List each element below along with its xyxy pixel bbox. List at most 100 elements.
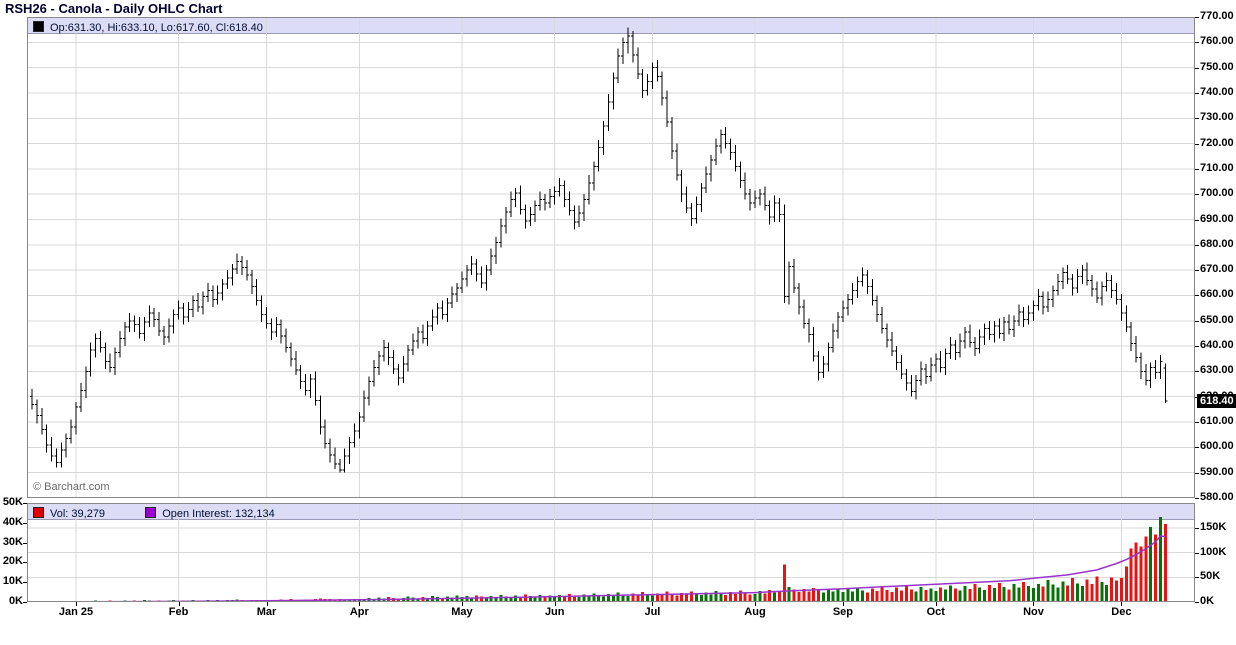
volume-bar — [1158, 516, 1162, 602]
price-axis-tick — [1195, 143, 1199, 145]
volume-bar — [924, 589, 928, 602]
volume-bar — [509, 597, 513, 602]
open-interest-axis-label: 100K — [1200, 545, 1227, 558]
volume-axis-label: 40K — [2, 515, 23, 528]
volume-bar — [1066, 585, 1070, 602]
volume-bar — [992, 588, 996, 602]
volume-bar — [1085, 579, 1089, 602]
volume-bar — [611, 595, 615, 602]
open-interest-axis-label: 0K — [1200, 595, 1215, 607]
volume-bar — [1012, 583, 1016, 602]
month-axis-tick — [266, 602, 268, 606]
volume-bar — [1051, 584, 1055, 602]
price-axis-label: 700.00 — [1200, 187, 1234, 200]
volume-bar — [577, 596, 581, 602]
open-interest-axis-tick — [1195, 552, 1199, 554]
volume-bar — [606, 593, 610, 602]
volume-bar — [1129, 548, 1133, 602]
month-axis-tick — [359, 602, 361, 606]
open-interest-line — [31, 535, 1166, 602]
volume-bar — [548, 595, 552, 602]
open-interest-legend-text: Open Interest: 132,134 — [162, 508, 275, 520]
volume-bar — [352, 599, 356, 602]
volume-bar — [826, 589, 830, 602]
volume-bar — [641, 592, 645, 602]
month-axis-tick — [461, 602, 463, 606]
volume-bar — [445, 596, 449, 602]
volume-bar — [973, 584, 977, 602]
volume-bar — [997, 582, 1001, 602]
volume-bar — [416, 598, 420, 602]
volume-bar — [1061, 581, 1065, 602]
volume-bar — [660, 594, 664, 602]
volume-bar — [802, 588, 806, 602]
month-axis-label: Oct — [926, 606, 945, 618]
month-axis-label: Jun — [544, 606, 565, 618]
volume-bar — [646, 594, 650, 602]
price-axis-tick — [1195, 371, 1199, 373]
volume-bar — [694, 593, 698, 602]
volume-bar — [1036, 584, 1040, 602]
volume-axis-label: 30K — [2, 535, 23, 548]
volume-bar — [392, 598, 396, 602]
price-axis-label: 740.00 — [1200, 85, 1234, 98]
open-interest-legend-swatch — [145, 507, 157, 518]
volume-bar — [787, 587, 791, 602]
ohlc-legend-text: Op:631.30, Hi:633.10, Lo:617.60, Cl:618.… — [50, 22, 263, 34]
volume-bar — [856, 587, 860, 602]
volume-bar — [553, 596, 557, 602]
volume-axis-tick — [23, 542, 27, 544]
volume-bar — [1022, 582, 1026, 602]
volume-bar — [1007, 589, 1011, 602]
volume-bar — [782, 564, 786, 602]
volume-bar — [1149, 526, 1153, 602]
volume-bar — [587, 596, 591, 602]
price-axis-label: 640.00 — [1200, 339, 1234, 352]
volume-bar — [479, 596, 483, 602]
volume-bar — [1075, 583, 1079, 602]
ohlc-legend: Op:631.30, Hi:633.10, Lo:617.60, Cl:618.… — [33, 20, 263, 34]
price-axis-tick — [1195, 219, 1199, 221]
volume-bar — [953, 588, 957, 602]
volume-bar — [812, 588, 816, 602]
price-axis-tick — [1195, 67, 1199, 69]
volume-bar — [1119, 578, 1123, 602]
volume-bar — [885, 590, 889, 602]
open-interest-axis-label: 150K — [1200, 521, 1227, 533]
volume-bar — [860, 590, 864, 602]
volume-legend-strip — [28, 504, 1194, 519]
volume-bar — [987, 584, 991, 602]
last-price-tag: 618.40 — [1197, 393, 1236, 408]
volume-bar — [948, 585, 952, 602]
open-interest-axis-tick — [1195, 602, 1199, 603]
price-axis-tick — [1195, 320, 1199, 322]
volume-bar — [714, 590, 718, 602]
price-axis-tick — [1195, 472, 1199, 474]
month-axis-label: May — [451, 606, 473, 618]
volume-bar — [865, 592, 869, 602]
volume-bar — [1056, 587, 1060, 602]
price-axis-tick — [1195, 168, 1199, 170]
volume-bar — [909, 589, 913, 602]
price-axis-label: 730.00 — [1200, 111, 1234, 124]
volume-bar — [1105, 584, 1109, 602]
month-axis-label: Mar — [256, 606, 277, 618]
price-axis-label: 610.00 — [1200, 415, 1234, 428]
volume-bar — [533, 597, 537, 602]
volume-bar — [465, 596, 469, 602]
volume-bar — [738, 590, 742, 602]
volume-axis-label: 50K — [2, 496, 23, 508]
month-axis-tick — [1033, 602, 1035, 606]
price-axis-label: 580.00 — [1200, 491, 1234, 503]
volume-bar — [1144, 536, 1148, 602]
volume-bar — [655, 593, 659, 602]
volume-bar — [939, 587, 943, 602]
price-axis-label: 630.00 — [1200, 364, 1234, 377]
volume-bar — [929, 588, 933, 602]
volume-axis-tick — [23, 602, 27, 603]
volume-bar — [558, 594, 562, 602]
price-axis-label: 660.00 — [1200, 288, 1234, 301]
volume-bar — [450, 597, 454, 602]
volume-axis-label: 10K — [2, 575, 23, 588]
volume-bar — [1124, 566, 1128, 602]
